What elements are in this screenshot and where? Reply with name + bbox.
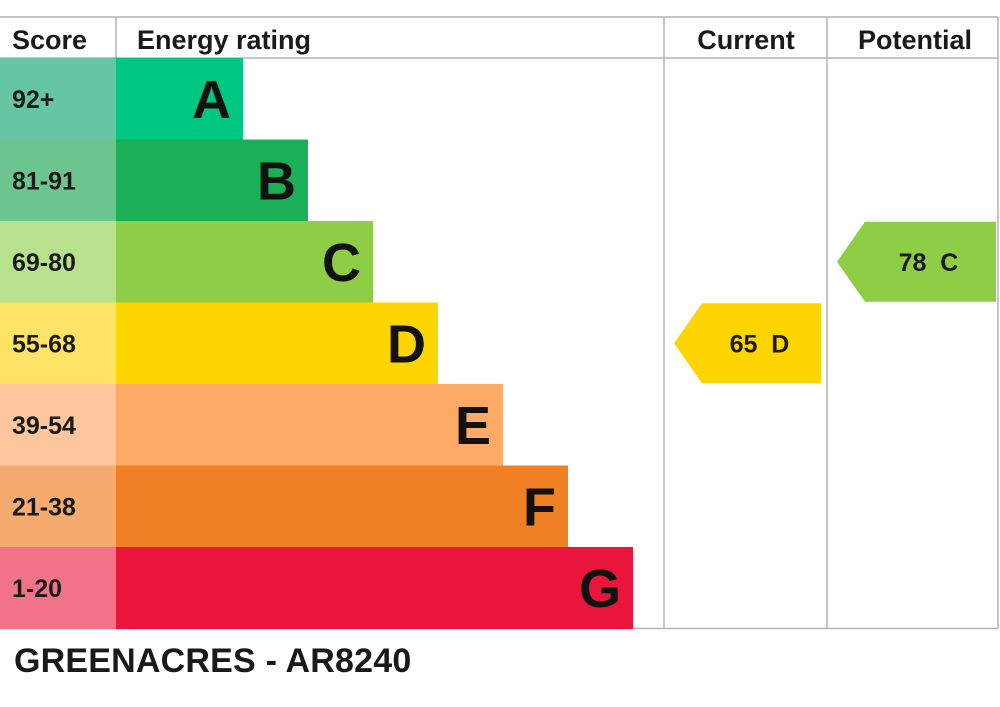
score-range-c: 69-80 xyxy=(12,249,76,277)
header-score: Score xyxy=(12,25,87,55)
band-letter-b: B xyxy=(257,151,296,211)
score-cell-a xyxy=(0,58,116,140)
score-cell-b xyxy=(0,139,116,222)
rating-indicators: 65 D 78 C xyxy=(674,221,996,384)
score-range-d: 55-68 xyxy=(12,330,76,358)
band-bar-c xyxy=(116,221,373,303)
score-range-g: 1-20 xyxy=(12,575,62,603)
header-current: Current xyxy=(697,25,795,55)
score-range-e: 39-54 xyxy=(12,412,76,440)
score-cell-e xyxy=(0,384,116,466)
potential-rating-label: 78 C xyxy=(899,249,959,277)
band-letter-c: C xyxy=(322,233,361,293)
band-letter-a: A xyxy=(192,70,231,130)
score-range-a: 92+ xyxy=(12,86,54,114)
header-potential: Potential xyxy=(858,25,972,55)
column-headers: Score Energy rating Current Potential xyxy=(12,25,972,55)
band-bar-f xyxy=(116,465,568,548)
band-letter-f: F xyxy=(523,477,556,537)
band-bar-d xyxy=(116,302,438,385)
score-cell-f xyxy=(0,465,116,548)
score-range-b: 81-91 xyxy=(12,167,76,195)
score-range-f: 21-38 xyxy=(12,493,76,521)
band-bar-b xyxy=(116,139,308,222)
energy-rating-chart: Score Energy rating Current Potential 92… xyxy=(0,16,999,630)
property-reference: GREENACRES - AR8240 xyxy=(14,642,412,680)
current-rating-arrow xyxy=(674,303,821,384)
band-letter-d: D xyxy=(387,314,426,374)
potential-rating-arrow xyxy=(837,221,996,302)
band-bar-a xyxy=(116,58,243,140)
score-cell-d xyxy=(0,302,116,385)
band-letter-g: G xyxy=(579,559,621,619)
score-cell-g xyxy=(0,547,116,629)
score-cell-c xyxy=(0,221,116,303)
rating-bands: 92+ A 81-91 B 69-80 C 55-68 D 39-54 E 21-38 F 1-20 G xyxy=(0,58,633,629)
band-letter-e: E xyxy=(455,396,491,456)
current-rating-label: 65 D xyxy=(730,330,790,358)
band-bar-e xyxy=(116,384,503,466)
header-energy-rating: Energy rating xyxy=(137,25,311,55)
band-bar-g xyxy=(116,547,633,629)
